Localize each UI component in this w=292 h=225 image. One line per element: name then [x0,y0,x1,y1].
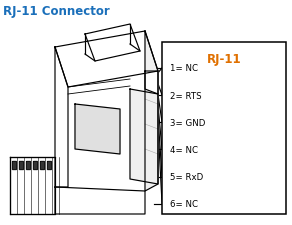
Polygon shape [26,161,30,169]
Text: 2= RTS: 2= RTS [170,91,202,100]
Text: 6= NC: 6= NC [170,199,198,208]
Polygon shape [145,32,158,191]
Text: 3= GND: 3= GND [170,118,206,127]
Polygon shape [85,25,140,62]
Text: 4= NC: 4= NC [170,145,198,154]
Polygon shape [55,32,158,88]
Polygon shape [19,161,23,169]
Text: 5= RxD: 5= RxD [170,172,203,181]
Polygon shape [40,161,44,169]
Text: 1= NC: 1= NC [170,64,198,73]
Polygon shape [12,161,16,169]
Polygon shape [55,48,68,187]
Polygon shape [10,157,55,214]
Polygon shape [33,161,37,169]
Polygon shape [130,90,158,184]
Text: RJ-11 Connector: RJ-11 Connector [3,5,110,18]
Polygon shape [145,72,158,94]
Polygon shape [75,105,120,154]
Polygon shape [55,187,145,214]
Polygon shape [47,161,51,169]
Bar [162,43,286,214]
Text: RJ-11: RJ-11 [207,53,241,66]
